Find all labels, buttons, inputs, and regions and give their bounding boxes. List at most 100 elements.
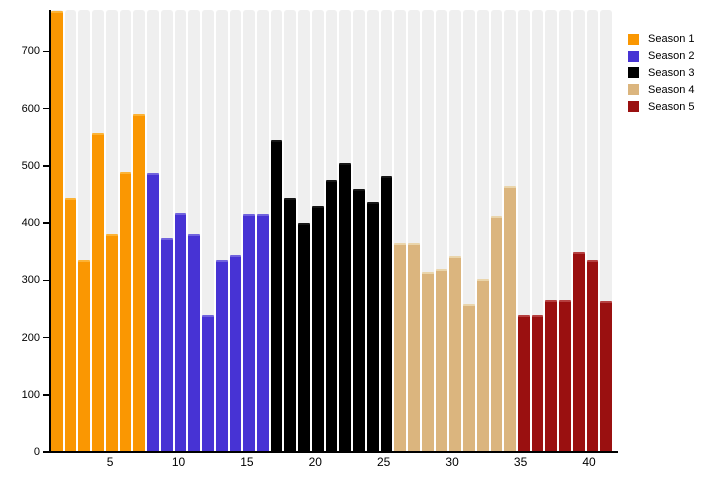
bar-episode-28 [421, 271, 434, 452]
background-column [449, 10, 462, 452]
y-axis-tick-label: 500 [21, 159, 40, 172]
bar-slot [92, 10, 104, 452]
bar-episode-40 [586, 260, 599, 452]
bar-episode-7 [133, 114, 146, 452]
bar-slot [51, 10, 63, 452]
bar-episode-1 [51, 11, 63, 452]
bar-slot [435, 10, 448, 452]
background-column [545, 10, 558, 452]
bar-slot [463, 10, 475, 452]
bar-episode-31 [463, 304, 475, 452]
background-column [160, 10, 173, 452]
legend-item: Season 5 [628, 98, 694, 115]
x-axis-tick-label: 20 [308, 455, 322, 469]
bar-episode-26 [394, 243, 407, 452]
bar-slot [545, 10, 558, 452]
x-axis-tick-label: 10 [171, 455, 186, 469]
bar-slot [119, 10, 132, 452]
legend-label: Season 4 [648, 83, 695, 96]
y-axis-tick-label: 0 [33, 446, 40, 458]
background-column [215, 10, 228, 452]
legend-item: Season 2 [628, 48, 694, 65]
y-axis-tick [43, 222, 50, 224]
x-axis-tick-label: 15 [240, 455, 254, 469]
legend-label: Season 5 [648, 100, 695, 113]
bar-episode-35 [517, 314, 530, 452]
bar-slot [160, 10, 173, 452]
bar-episode-19 [298, 223, 310, 452]
bar-slot [202, 10, 214, 452]
y-axis-tick-label: 200 [21, 331, 40, 344]
background-column [408, 10, 420, 452]
y-axis-tick-label: 400 [21, 217, 40, 229]
bar-episode-5 [105, 234, 118, 452]
y-axis-tick [43, 279, 50, 281]
bar-slot [325, 10, 338, 452]
legend: Season 1 Season 2 Season 3 Season 4 Season 5 [628, 31, 694, 115]
background-column [531, 10, 544, 452]
bar-slot [476, 10, 489, 452]
background-column [202, 10, 214, 452]
bar-episode-22 [339, 162, 352, 452]
bar-episode-27 [408, 243, 420, 452]
legend-swatch [628, 33, 639, 45]
bar-slot [380, 10, 393, 452]
bar-slot [174, 10, 187, 452]
y-axis-tick [43, 394, 50, 396]
background-column [188, 10, 201, 452]
x-axis-line [45, 451, 618, 453]
background-column [559, 10, 571, 452]
legend-label: Season 3 [648, 66, 695, 79]
background-column [586, 10, 599, 452]
background-column [517, 10, 530, 452]
bar-slot [229, 10, 242, 452]
background-column [600, 10, 613, 452]
background-column [572, 10, 585, 452]
y-axis-tick-label: 300 [21, 274, 40, 287]
bar-episode-21 [325, 180, 338, 452]
y-axis-tick [43, 107, 50, 110]
bar-slot [284, 10, 297, 452]
y-axis-tick [43, 50, 50, 52]
legend-swatch [628, 67, 639, 79]
legend-swatch [628, 101, 639, 113]
bar-episode-13 [215, 260, 228, 452]
legend-item: Season 3 [628, 65, 694, 82]
legend-label: Season 1 [648, 33, 695, 46]
bar-episode-18 [284, 198, 297, 452]
y-axis-tick [43, 165, 50, 167]
bar-slot [105, 10, 118, 452]
bar-episode-36 [531, 314, 544, 452]
bar-slot [559, 10, 571, 452]
background-column [78, 10, 91, 452]
bar-episode-17 [270, 140, 283, 452]
bar-episode-37 [545, 300, 558, 452]
bar-episode-4 [92, 132, 104, 452]
y-axis-line [49, 10, 51, 453]
background-column [105, 10, 118, 452]
bar-slot [311, 10, 324, 452]
background-column [421, 10, 434, 452]
y-axis-tick-label: 700 [21, 45, 40, 58]
bar-episode-32 [476, 279, 489, 452]
legend-swatch [628, 50, 639, 62]
bar-slot [394, 10, 407, 452]
bar-episode-12 [202, 314, 214, 452]
bar-slot [133, 10, 146, 452]
bar-episode-23 [353, 188, 365, 452]
x-axis-tick-label: 25 [377, 455, 391, 469]
bar-slot [600, 10, 613, 452]
bar-episode-6 [119, 171, 132, 452]
bar-slot [449, 10, 462, 452]
bar-episode-34 [504, 185, 516, 452]
bar-slot [215, 10, 228, 452]
bar-episode-14 [229, 254, 242, 452]
bar-episode-2 [64, 198, 77, 452]
bar-episode-16 [257, 214, 269, 452]
bar-episode-41 [600, 301, 613, 452]
bar-episode-39 [572, 251, 585, 452]
legend-label: Season 2 [648, 50, 695, 63]
bar-slot [78, 10, 91, 452]
bar-slot [366, 10, 379, 452]
